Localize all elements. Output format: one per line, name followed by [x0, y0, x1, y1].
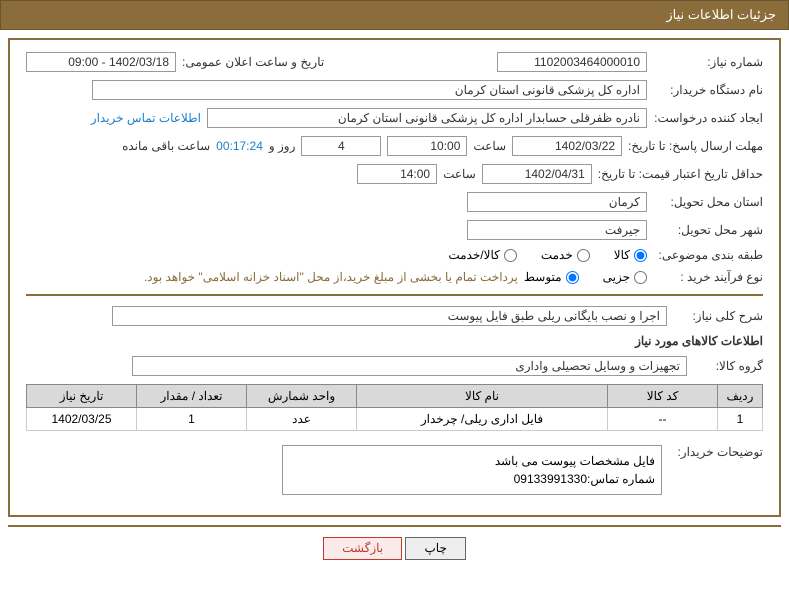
summary-field [112, 306, 667, 326]
th-code: کد کالا [608, 385, 718, 408]
radio-both-label: کالا/خدمت [448, 248, 499, 262]
radio-medium-input[interactable] [566, 271, 579, 284]
buyer-notes-line1: فایل مشخصات پیوست می باشد [289, 452, 655, 470]
radio-goods[interactable]: کالا [614, 248, 647, 262]
details-panel: شماره نیاز: تاریخ و ساعت اعلان عمومی: نا… [8, 38, 781, 517]
footer-buttons: چاپ بازگشت [8, 525, 781, 564]
process-note: پرداخت تمام یا بخشی از مبلغ خرید،از محل … [144, 270, 518, 284]
td-date: 1402/03/25 [27, 408, 137, 431]
requester-field [207, 108, 647, 128]
td-unit: عدد [247, 408, 357, 431]
province-label: استان محل تحویل: [653, 195, 763, 209]
need-number-label: شماره نیاز: [653, 55, 763, 69]
radio-goods-label: کالا [614, 248, 630, 262]
day-count-field [301, 136, 381, 156]
buyer-field [92, 80, 647, 100]
requester-label: ایجاد کننده درخواست: [653, 111, 763, 125]
announce-value-field [26, 52, 176, 72]
goods-group-field [132, 356, 687, 376]
need-number-field [497, 52, 647, 72]
validity-label: حداقل تاریخ اعتبار قیمت: تا تاریخ: [598, 167, 763, 181]
buyer-notes-label: توضیحات خریدار: [668, 445, 763, 459]
panel-header: جزئیات اطلاعات نیاز [0, 0, 789, 30]
goods-group-label: گروه کالا: [693, 359, 763, 373]
divider-1 [26, 294, 763, 296]
th-unit: واحد شمارش [247, 385, 357, 408]
radio-service-input[interactable] [577, 249, 590, 262]
goods-table: ردیف کد کالا نام کالا واحد شمارش تعداد /… [26, 384, 763, 431]
radio-medium-label: متوسط [524, 270, 562, 284]
radio-goods-input[interactable] [634, 249, 647, 262]
buyer-label: نام دستگاه خریدار: [653, 83, 763, 97]
radio-service-label: خدمت [541, 248, 573, 262]
print-button[interactable]: چاپ [405, 537, 465, 560]
process-label: نوع فرآیند خرید : [653, 270, 763, 284]
th-date: تاریخ نیاز [27, 385, 137, 408]
goods-section-title: اطلاعات کالاهای مورد نیاز [26, 334, 763, 348]
summary-label: شرح کلی نیاز: [673, 309, 763, 323]
province-field [467, 192, 647, 212]
radio-partial-label: جزیی [603, 270, 630, 284]
panel-title: جزئیات اطلاعات نیاز [666, 7, 776, 22]
time-remaining: 00:17:24 [216, 139, 263, 153]
time-remaining-label: ساعت باقی مانده [122, 139, 210, 153]
deadline-reply-label: مهلت ارسال پاسخ: تا تاریخ: [628, 139, 763, 153]
table-header-row: ردیف کد کالا نام کالا واحد شمارش تعداد /… [27, 385, 763, 408]
category-label: طبقه بندی موضوعی: [653, 248, 763, 262]
td-code: -- [608, 408, 718, 431]
city-label: شهر محل تحویل: [653, 223, 763, 237]
buyer-notes-box: فایل مشخصات پیوست می باشد شماره تماس:091… [282, 445, 662, 495]
validity-date-field [482, 164, 592, 184]
city-field [467, 220, 647, 240]
buyer-notes-line2: شماره تماس:09133991330 [289, 470, 655, 488]
td-name: فایل اداری ریلی/ چرخدار [357, 408, 608, 431]
th-row: ردیف [718, 385, 763, 408]
announce-label: تاریخ و ساعت اعلان عمومی: [182, 55, 324, 69]
td-idx: 1 [718, 408, 763, 431]
process-radio-group: جزیی متوسط [524, 270, 647, 284]
th-name: نام کالا [357, 385, 608, 408]
deadline-time-field [387, 136, 467, 156]
buyer-contact-link[interactable]: اطلاعات تماس خریدار [91, 111, 201, 125]
table-row: 1 -- فایل اداری ریلی/ چرخدار عدد 1 1402/… [27, 408, 763, 431]
day-and-label: روز و [269, 139, 296, 153]
radio-both-input[interactable] [504, 249, 517, 262]
radio-partial-input[interactable] [634, 271, 647, 284]
category-radio-group: کالا خدمت کالا/خدمت [448, 248, 647, 262]
th-qty: تعداد / مقدار [137, 385, 247, 408]
radio-medium[interactable]: متوسط [524, 270, 579, 284]
radio-both[interactable]: کالا/خدمت [448, 248, 516, 262]
radio-partial[interactable]: جزیی [603, 270, 647, 284]
back-button[interactable]: بازگشت [323, 537, 402, 560]
validity-time-field [357, 164, 437, 184]
radio-service[interactable]: خدمت [541, 248, 590, 262]
time-label-2: ساعت [443, 167, 476, 181]
td-qty: 1 [137, 408, 247, 431]
time-label-1: ساعت [473, 139, 506, 153]
deadline-date-field [512, 136, 622, 156]
